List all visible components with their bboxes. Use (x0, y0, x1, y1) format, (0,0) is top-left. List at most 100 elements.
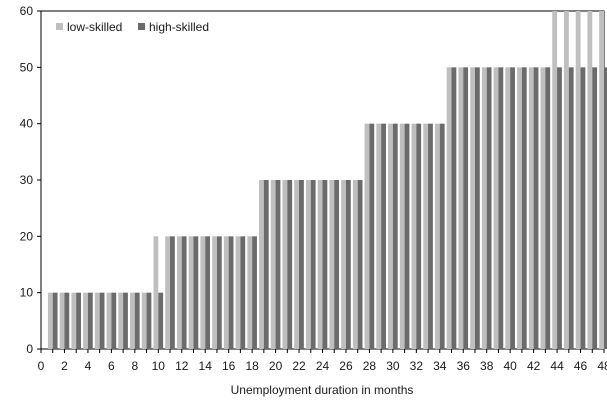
bar-low-skilled-22 (294, 180, 300, 349)
x-axis-title: Unemployment duration in months (231, 383, 414, 397)
bar-high-skilled-37 (474, 67, 480, 349)
legend-swatch-low-skilled (56, 23, 63, 30)
bar-high-skilled-3 (76, 292, 81, 349)
bar-high-skilled-7 (123, 292, 128, 349)
bar-high-skilled-35 (451, 67, 457, 349)
x-tick-label: 14 (199, 359, 213, 373)
bar-high-skilled-14 (205, 236, 211, 349)
bar-low-skilled-30 (388, 123, 393, 349)
bar-low-skilled-13 (188, 236, 194, 349)
bar-high-skilled-42 (533, 67, 539, 349)
bar-low-skilled-27 (352, 180, 358, 349)
bar-low-skilled-3 (71, 292, 77, 349)
bar-low-skilled-18 (247, 236, 253, 349)
x-tick-label: 6 (108, 359, 115, 373)
bar-high-skilled-6 (111, 292, 117, 349)
bar-high-skilled-43 (545, 67, 551, 349)
bar-low-skilled-11 (165, 236, 171, 349)
bar-low-skilled-35 (446, 67, 452, 349)
x-tick-label: 10 (152, 359, 166, 373)
bar-low-skilled-42 (528, 67, 534, 349)
bar-high-skilled-33 (428, 123, 433, 349)
bar-high-skilled-41 (521, 67, 527, 349)
x-tick-label: 40 (503, 359, 517, 373)
bar-low-skilled-37 (470, 67, 475, 349)
bar-high-skilled-45 (568, 67, 574, 349)
x-tick-label: 8 (131, 359, 138, 373)
y-tick-label: 30 (20, 173, 34, 187)
bar-high-skilled-9 (146, 292, 152, 349)
x-tick-labels: 0 2 4 6 8 10 12 14 16 18 20 22 24 26 28 30 32 34 36 38 40 42 4… (38, 359, 607, 373)
bar-high-skilled-16 (228, 236, 234, 349)
bar-high-skilled-46 (580, 67, 586, 349)
bar-high-skilled-19 (263, 180, 269, 349)
bar-high-skilled-24 (322, 180, 328, 349)
bar-high-skilled-26 (345, 180, 351, 349)
bar-low-skilled-28 (364, 123, 370, 349)
y-tick-label: 60 (20, 4, 34, 18)
bar-low-skilled-45 (564, 11, 569, 349)
bar-high-skilled-21 (287, 180, 293, 349)
bar-low-skilled-39 (493, 67, 499, 349)
bar-high-skilled-47 (592, 67, 598, 349)
bar-low-skilled-48 (599, 11, 604, 349)
bar-low-skilled-26 (341, 180, 346, 349)
x-tick-label: 24 (316, 359, 330, 373)
bar-high-skilled-29 (381, 123, 386, 349)
x-tick-label: 44 (550, 359, 564, 373)
x-tick-label: 42 (527, 359, 541, 373)
bar-high-skilled-17 (240, 236, 246, 349)
x-tick-label: 20 (269, 359, 283, 373)
bar-low-skilled-24 (317, 180, 323, 349)
bar-low-skilled-43 (540, 67, 546, 349)
x-tick-label: 4 (85, 359, 92, 373)
bar-high-skilled-34 (439, 123, 445, 349)
bar-low-skilled-19 (259, 180, 264, 349)
x-tick-label: 0 (38, 359, 45, 373)
bar-high-skilled-20 (275, 180, 281, 349)
bar-low-skilled-16 (223, 236, 229, 349)
bar-low-skilled-12 (176, 236, 182, 349)
bar-high-skilled-15 (216, 236, 222, 349)
bar-high-skilled-8 (134, 292, 140, 349)
bar-high-skilled-27 (357, 180, 363, 349)
bar-high-skilled-5 (99, 292, 105, 349)
x-tick-label: 12 (175, 359, 189, 373)
bar-high-skilled-10 (158, 292, 164, 349)
bar-high-skilled-12 (181, 236, 187, 349)
bar-low-skilled-47 (587, 11, 593, 349)
x-tick-label: 16 (222, 359, 236, 373)
y-tick-label: 10 (20, 286, 34, 300)
bar-low-skilled-29 (376, 123, 382, 349)
bar-low-skilled-17 (235, 236, 241, 349)
x-tick-label: 32 (410, 359, 424, 373)
bars (47, 11, 607, 349)
bar-low-skilled-25 (329, 180, 335, 349)
bar-low-skilled-33 (423, 123, 429, 349)
bar-low-skilled-10 (153, 236, 159, 349)
y-tick-label: 20 (20, 229, 34, 243)
x-tick-label: 36 (457, 359, 471, 373)
bar-low-skilled-36 (458, 67, 464, 349)
bar-low-skilled-23 (305, 180, 311, 349)
bar-high-skilled-1 (52, 292, 58, 349)
bar-high-skilled-30 (392, 123, 398, 349)
bar-high-skilled-38 (486, 67, 492, 349)
bar-high-skilled-31 (404, 123, 410, 349)
legend-swatch-high-skilled (138, 23, 145, 30)
y-tick-label: 0 (26, 342, 33, 356)
bar-high-skilled-28 (369, 123, 375, 349)
bar-high-skilled-25 (334, 180, 340, 349)
bar-low-skilled-6 (106, 292, 112, 349)
bar-high-skilled-11 (170, 236, 175, 349)
bar-low-skilled-41 (517, 67, 522, 349)
bar-low-skilled-4 (83, 292, 88, 349)
x-tick-label: 18 (245, 359, 259, 373)
bar-high-skilled-39 (498, 67, 504, 349)
bar-low-skilled-20 (270, 180, 276, 349)
bar-low-skilled-40 (505, 67, 511, 349)
x-tick-label: 38 (480, 359, 494, 373)
bar-low-skilled-7 (118, 292, 124, 349)
bar-high-skilled-23 (310, 180, 316, 349)
